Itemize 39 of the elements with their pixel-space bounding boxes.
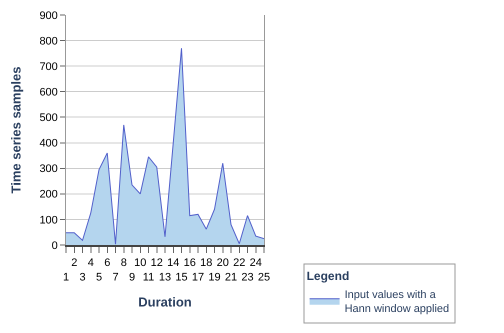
legend-title: Legend	[306, 269, 350, 283]
x-tick-label: 22	[233, 257, 246, 270]
x-tick-label: 12	[150, 257, 163, 270]
x-tick-label: 7	[112, 272, 119, 284]
y-tick-label: 0	[52, 240, 58, 252]
x-tick-label: 5	[96, 272, 102, 284]
x-tick-label: 8	[120, 257, 127, 270]
x-tick-label: 2	[71, 257, 78, 270]
x-tick-label: 19	[208, 272, 221, 284]
x-axis-title: Duration	[138, 294, 192, 310]
x-tick-label: 21	[224, 272, 238, 284]
legend-label: Input values with a Hann window applied	[344, 288, 450, 316]
x-tick-label: 20	[216, 257, 229, 270]
x-tick-label: 18	[200, 257, 212, 270]
y-tick-label: 900	[39, 10, 58, 22]
x-tick-label: 1	[62, 272, 70, 284]
y-tick-label: 400	[39, 138, 58, 150]
x-tick-label: 10	[134, 257, 146, 270]
y-tick-label: 300	[39, 163, 58, 176]
y-axis-title: Time series samples	[8, 66, 24, 194]
x-tick-label: 24	[250, 257, 262, 270]
y-tick-label: 600	[39, 86, 58, 99]
x-tick-label: 9	[128, 272, 136, 284]
x-tick-label: 3	[79, 272, 86, 284]
y-tick-label: 500	[39, 112, 58, 124]
x-tick-label: 4	[88, 257, 94, 270]
y-tick-label: 700	[39, 60, 58, 73]
x-tick-label: 16	[184, 257, 196, 270]
x-tick-label: 25	[258, 272, 270, 284]
x-tick-label: 6	[104, 257, 110, 270]
y-tick-label: 200	[39, 188, 58, 201]
y-tick-label: 800	[39, 35, 58, 48]
x-tick-label: 13	[158, 272, 172, 284]
x-tick-label: 14	[167, 257, 180, 270]
x-tick-label: 15	[175, 272, 188, 284]
x-tick-label: 23	[241, 272, 254, 284]
y-tick-label: 100	[39, 214, 58, 226]
x-tick-label: 11	[142, 272, 154, 284]
x-tick-label: 17	[192, 272, 204, 284]
